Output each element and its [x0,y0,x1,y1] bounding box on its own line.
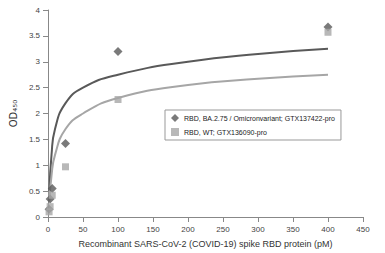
svg-text:300: 300 [251,225,265,234]
svg-text:350: 350 [286,225,300,234]
svg-text:3: 3 [36,57,41,66]
svg-text:100: 100 [111,225,125,234]
svg-text:RBD, WT; GTX136090-pro: RBD, WT; GTX136090-pro [184,129,267,137]
svg-text:200: 200 [181,225,195,234]
svg-text:0: 0 [46,225,51,234]
svg-text:3.5: 3.5 [29,31,41,40]
svg-text:2.5: 2.5 [29,83,41,92]
svg-text:0.5: 0.5 [29,187,41,196]
svg-text:OD₄₅₀: OD₄₅₀ [8,100,19,128]
svg-text:1.5: 1.5 [29,135,41,144]
svg-text:50: 50 [79,225,88,234]
svg-text:4: 4 [36,6,41,15]
svg-text:2: 2 [36,109,41,118]
svg-text:250: 250 [216,225,230,234]
svg-text:Recombinant SARS-CoV-2 (COVID-: Recombinant SARS-CoV-2 (COVID-19) spike … [78,239,332,249]
svg-text:450: 450 [356,225,370,234]
svg-text:400: 400 [321,225,335,234]
svg-text:150: 150 [146,225,160,234]
svg-text:1: 1 [36,161,41,170]
svg-text:0: 0 [36,213,41,222]
svg-text:RBD, BA.2.75 / Omicronvariant;: RBD, BA.2.75 / Omicronvariant; GTX137422… [184,115,335,123]
